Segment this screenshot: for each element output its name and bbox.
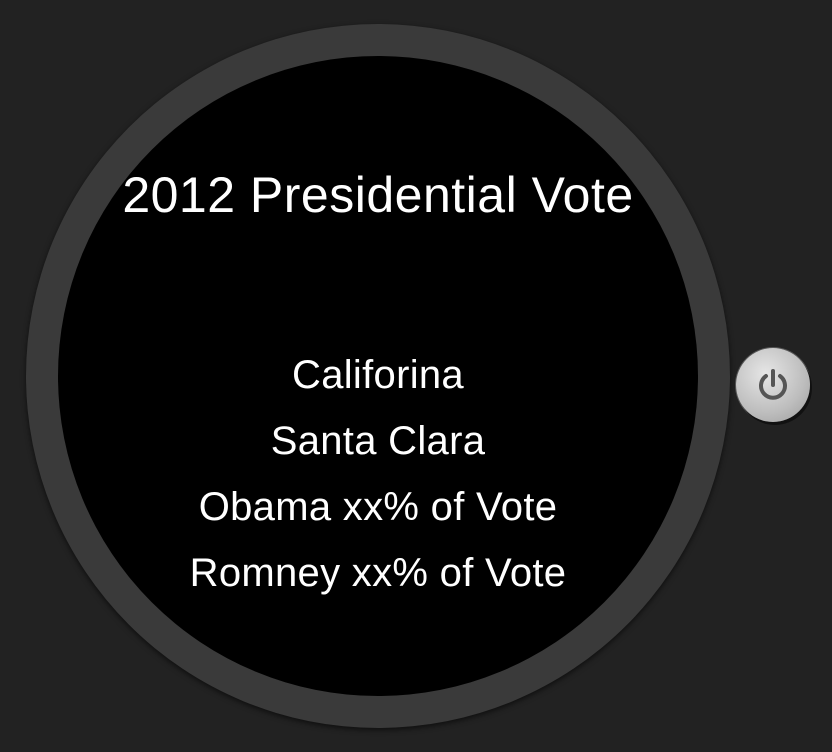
watch-title: 2012 Presidential Vote — [122, 167, 634, 223]
state-label: Califorina — [292, 353, 464, 397]
info-list: Califorina Santa Clara Obama xx% of Vote… — [118, 342, 638, 606]
power-button[interactable] — [736, 348, 810, 422]
romney-vote-label: Romney xx% of Vote — [189, 551, 567, 595]
power-icon — [759, 369, 787, 400]
watch-face: 2012 Presidential Vote Califorina Santa … — [58, 56, 698, 696]
obama-vote-label: Obama xx% of Vote — [198, 485, 558, 529]
county-label: Santa Clara — [270, 419, 486, 463]
